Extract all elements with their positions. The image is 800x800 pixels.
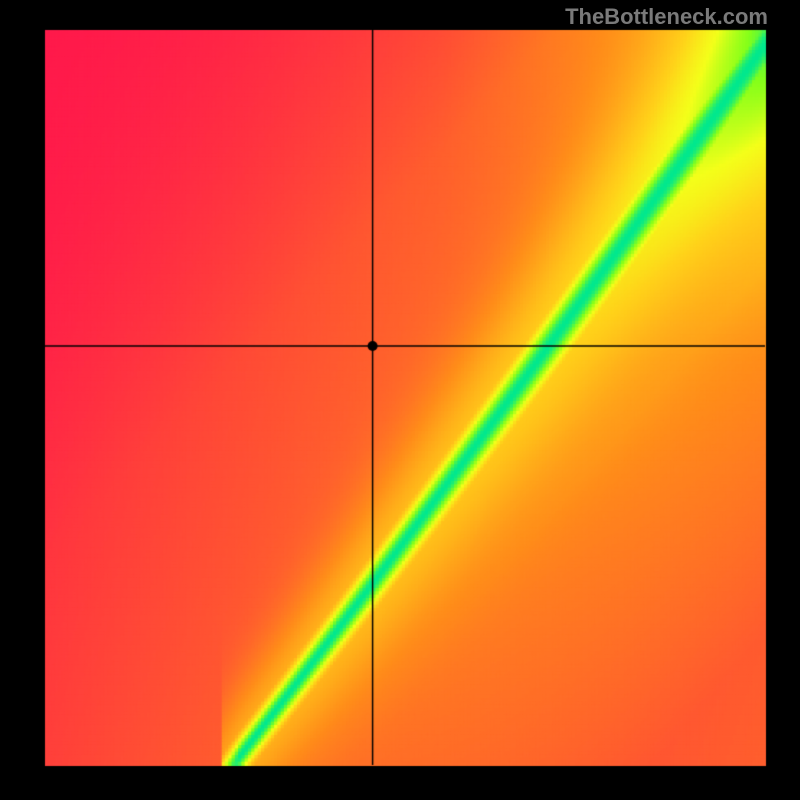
watermark-text: TheBottleneck.com [565, 4, 768, 30]
bottleneck-heatmap [0, 0, 800, 800]
chart-container: { "canvas": { "width": 800, "height": 80… [0, 0, 800, 800]
